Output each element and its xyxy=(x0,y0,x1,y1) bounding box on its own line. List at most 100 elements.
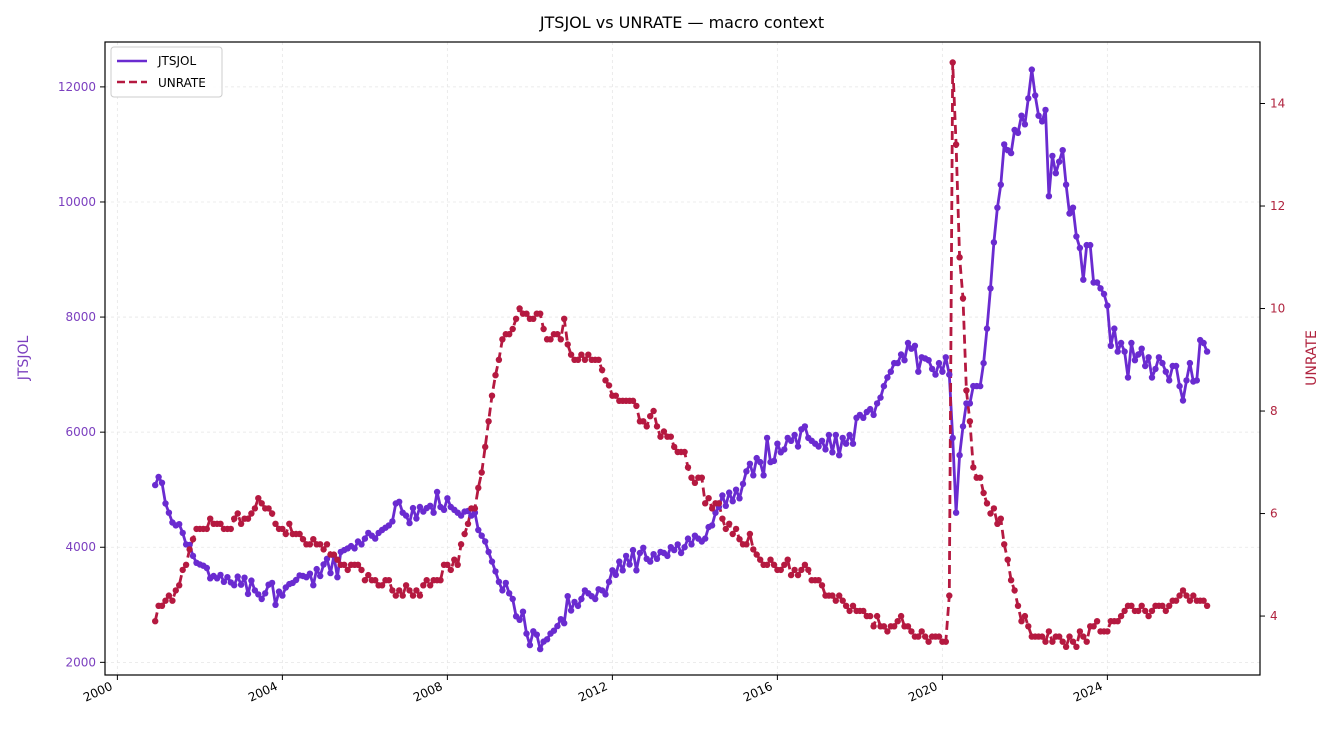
unrate-point xyxy=(1203,602,1211,609)
jtsjol-point xyxy=(592,595,599,603)
jtsjol-point xyxy=(942,354,949,361)
unrate-point xyxy=(612,392,619,399)
unrate-point xyxy=(1080,633,1087,640)
jtsjol-point xyxy=(952,509,960,516)
unrate-point xyxy=(935,633,943,640)
jtsjol-point xyxy=(220,578,228,585)
unrate-point xyxy=(1042,638,1049,645)
jtsjol-point xyxy=(564,593,571,600)
jtsjol-point xyxy=(158,479,166,486)
jtsjol-point xyxy=(1066,210,1073,217)
jtsjol-point xyxy=(1152,365,1159,373)
jtsjol-point xyxy=(928,365,936,373)
unrate-point xyxy=(506,331,513,338)
unrate-point xyxy=(770,561,778,568)
plot-frame xyxy=(104,41,1261,676)
unrate-point xyxy=(977,474,984,481)
unrate-point xyxy=(234,510,241,517)
jtsjol-point xyxy=(997,181,1004,188)
unrate-point xyxy=(1011,587,1018,594)
jtsjol-point xyxy=(186,541,193,549)
jtsjol-point xyxy=(832,431,839,439)
unrate-point xyxy=(956,254,963,261)
unrate-series-line xyxy=(153,61,1209,649)
unrate-point xyxy=(385,577,393,584)
jtsjol-point xyxy=(904,339,912,347)
jtsjol-point xyxy=(712,509,719,516)
x-tick-label: 2008 xyxy=(411,679,445,705)
jtsjol-point xyxy=(732,486,740,493)
jtsjol-point xyxy=(543,636,551,643)
unrate-point xyxy=(1159,602,1166,609)
jtsjol-point xyxy=(966,400,974,407)
unrate-point xyxy=(406,587,413,594)
y-right-tick-label: 6 xyxy=(1270,507,1278,521)
unrate-point xyxy=(715,500,723,507)
unrate-point xyxy=(330,551,338,558)
jtsjol-point xyxy=(509,595,516,603)
jtsjol-point xyxy=(561,620,568,627)
unrate-point xyxy=(732,525,740,533)
jtsjol-point xyxy=(361,535,369,542)
jtsjol-point xyxy=(358,541,365,548)
jtsjol-point xyxy=(237,581,245,588)
jtsjol-point xyxy=(684,535,692,542)
unrate-point xyxy=(444,561,451,568)
jtsjol-point xyxy=(911,342,919,349)
unrate-point xyxy=(540,325,547,333)
unrate-point xyxy=(688,474,695,481)
unrate-point xyxy=(416,592,424,599)
jtsjol-point xyxy=(310,582,317,589)
y-left-tick-label: 8000 xyxy=(65,310,96,324)
jtsjol-point xyxy=(1107,342,1115,349)
unrate-point xyxy=(839,597,846,604)
unrate-point xyxy=(722,525,729,533)
jtsjol-point xyxy=(818,437,826,444)
unrate-point xyxy=(451,556,458,563)
unrate-point xyxy=(908,628,915,635)
jtsjol-point xyxy=(241,574,248,581)
unrate-point xyxy=(537,310,544,317)
jtsjol-point xyxy=(1001,141,1008,148)
unrate-point xyxy=(564,341,571,348)
jtsjol-point xyxy=(867,405,874,413)
jtsjol-point xyxy=(1049,152,1056,160)
unrate-point xyxy=(567,351,575,358)
unrate-point xyxy=(702,500,709,507)
jtsjol-point xyxy=(1059,147,1066,154)
jtsjol-point xyxy=(671,546,678,554)
jtsjol-point xyxy=(681,544,688,551)
unrate-point xyxy=(361,577,369,584)
unrate-point xyxy=(681,448,688,456)
unrate-point xyxy=(272,520,279,527)
unrate-point xyxy=(983,500,991,507)
jtsjol-point xyxy=(416,503,424,511)
unrate-point xyxy=(485,418,492,425)
jtsjol-point xyxy=(396,498,403,505)
jtsjol-point xyxy=(406,519,413,527)
jtsjol-point xyxy=(787,437,795,444)
jtsjol-point xyxy=(619,567,626,574)
unrate-point xyxy=(512,315,520,322)
jtsjol-point xyxy=(825,431,833,439)
unrate-point xyxy=(1176,592,1183,599)
unrate-point xyxy=(561,315,568,322)
unrate-point xyxy=(660,428,668,435)
unrate-point xyxy=(1190,592,1197,599)
unrate-point xyxy=(1025,623,1032,630)
jtsjol-point xyxy=(1193,377,1201,384)
unrate-point xyxy=(464,520,472,527)
jtsjol-point xyxy=(430,509,437,516)
unrate-point xyxy=(152,618,159,625)
unrate-point xyxy=(1142,607,1149,615)
jtsjol-point xyxy=(1021,121,1029,128)
unrate-point xyxy=(258,500,265,507)
jtsjol-point xyxy=(389,518,396,525)
unrate-point xyxy=(657,433,664,440)
jtsjol-point xyxy=(1080,276,1087,283)
jtsjol-point xyxy=(839,434,846,442)
unrate-point xyxy=(509,325,516,333)
jtsjol-point xyxy=(729,498,736,505)
unrate-point xyxy=(952,141,960,148)
unrate-point xyxy=(1179,587,1187,594)
